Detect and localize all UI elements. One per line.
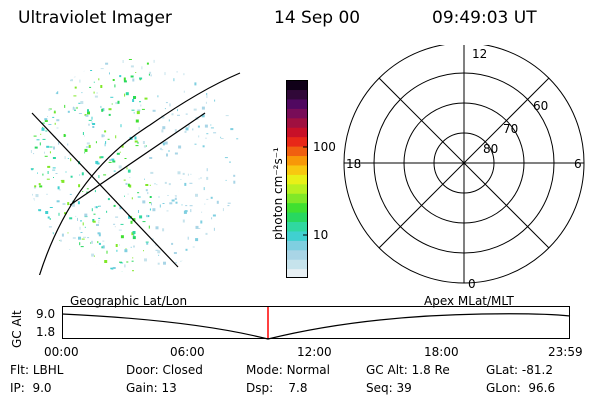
colorbar-band — [286, 117, 308, 128]
info-glon: GLon: 96.6 — [486, 381, 556, 395]
polar-axis-diag2 — [378, 77, 550, 249]
colorbar-band — [286, 230, 308, 241]
colorbar-tick-10: 10 — [313, 228, 329, 242]
timeline-x-tick-2: 12:00 — [297, 345, 332, 359]
altitude-curve — [62, 313, 571, 340]
instrument-title: Ultraviolet Imager — [18, 8, 172, 28]
mlt-label-18: 18 — [346, 157, 361, 171]
lat-label-80: 80 — [483, 142, 498, 156]
lat-label-60: 60 — [533, 99, 548, 113]
lat-label-70: 70 — [503, 122, 518, 136]
colorbar-gradient — [286, 80, 308, 278]
info-gcalt: GC Alt: 1.8 Re — [366, 363, 450, 377]
colorbar-band — [286, 259, 308, 270]
colorbar-band — [286, 174, 308, 185]
timeline-y-tick-high: 9.0 — [36, 307, 56, 321]
colorbar-band — [286, 127, 308, 138]
colorbar-band — [286, 146, 308, 157]
uv-emission-pixels — [30, 58, 242, 272]
timeline-y-title: GC Alt — [10, 310, 24, 348]
timeline-y-tick-low: 1.8 — [36, 325, 56, 339]
colorbar-unit-label: photon cm⁻²s⁻¹ — [271, 147, 285, 240]
timeline-right-label: Apex MLat/MLT — [424, 294, 514, 308]
colorbar-band — [286, 136, 308, 147]
colorbar-band — [286, 80, 308, 91]
time-label: 09:49:03 UT — [432, 8, 537, 28]
info-door: Door: Closed — [126, 363, 203, 377]
timeline-frame — [62, 306, 570, 339]
date-label: 14 Sep 00 — [274, 8, 361, 28]
colorbar — [286, 80, 308, 278]
info-seq: Seq: 39 — [366, 381, 412, 395]
colorbar-band — [286, 89, 308, 100]
colorbar-band — [286, 240, 308, 251]
info-glat: GLat: -81.2 — [486, 363, 553, 377]
colorbar-band — [286, 155, 308, 166]
grid-line-diag2 — [69, 112, 206, 206]
mlt-label-12: 12 — [472, 47, 487, 61]
colorbar-band — [286, 221, 308, 232]
colorbar-band — [286, 98, 308, 109]
colorbar-band — [286, 108, 308, 119]
timeline-x-tick-1: 06:00 — [170, 345, 205, 359]
timeline-x-tick-4: 23:59 — [548, 345, 583, 359]
colorbar-band — [286, 202, 308, 213]
mlt-label-6: 6 — [574, 157, 582, 171]
info-flt: Flt: LBHL — [10, 363, 64, 377]
terminator-curve — [38, 72, 241, 275]
info-gain: Gain: 13 — [126, 381, 177, 395]
colorbar-tick-100: 100 — [313, 140, 336, 154]
info-dsp: Dsp: 7.8 — [246, 381, 308, 395]
info-ip: IP: 9.0 — [10, 381, 52, 395]
colorbar-band — [286, 164, 308, 175]
info-mode: Mode: Normal — [246, 363, 330, 377]
timeline-x-tick-3: 18:00 — [424, 345, 459, 359]
timeline-left-label: Geographic Lat/Lon — [70, 294, 188, 308]
colorbar-band — [286, 249, 308, 260]
colorbar-band — [286, 268, 308, 278]
colorbar-band — [286, 193, 308, 204]
polar-plot: 12 0 18 6 80 70 60 — [343, 45, 585, 291]
timeline-plot — [62, 306, 571, 340]
mlt-label-0: 0 — [468, 277, 476, 291]
grid-line-diag1 — [31, 112, 179, 268]
uv-image-panel — [30, 58, 242, 275]
colorbar-band — [286, 212, 308, 223]
colorbar-band — [286, 183, 308, 194]
timeline-x-tick-0: 00:00 — [44, 345, 79, 359]
